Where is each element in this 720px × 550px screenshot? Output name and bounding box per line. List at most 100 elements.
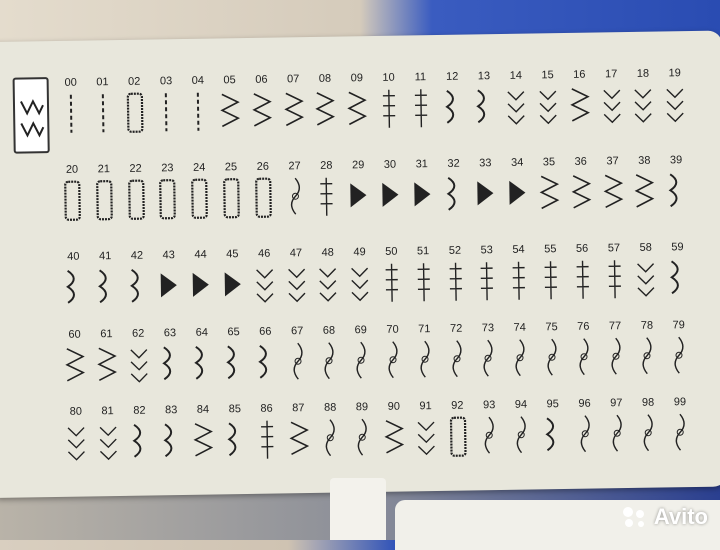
stitch-number-06: 06 — [255, 73, 268, 86]
stitch-number-88: 88 — [323, 401, 337, 414]
stitch-number-31: 31 — [415, 158, 428, 171]
stitch-number-81: 81 — [101, 405, 114, 418]
stitch-pattern-icon — [350, 415, 375, 461]
stitch-number-38: 38 — [638, 154, 651, 167]
stitch-pattern-icon — [409, 85, 434, 131]
stitch-number-05: 05 — [223, 74, 236, 87]
stitch-pattern-icon — [541, 412, 566, 458]
stitch-pattern-icon — [285, 339, 310, 385]
stitch-pattern-icon — [92, 177, 117, 223]
stitch-number-23: 23 — [161, 162, 174, 175]
stitch-number-93: 93 — [482, 399, 496, 412]
stitch-number-10: 10 — [382, 71, 395, 84]
stitch-number-25: 25 — [224, 161, 238, 174]
stitch-pattern-icon — [346, 173, 371, 219]
stitch-pattern-icon — [316, 261, 341, 307]
stitch-number-75: 75 — [545, 321, 558, 334]
stitch-pattern-icon — [631, 82, 656, 128]
stitch-pattern-icon — [218, 88, 243, 134]
stitch-pattern-icon — [666, 255, 691, 301]
stitch-number-11: 11 — [414, 71, 427, 84]
stitch-number-98: 98 — [641, 396, 655, 409]
stitch-number-01: 01 — [96, 76, 109, 89]
stitch-number-28: 28 — [320, 159, 333, 172]
stitch-number-12: 12 — [445, 70, 459, 83]
stitch-pattern-icon — [255, 417, 280, 463]
stitch-pattern-icon — [442, 172, 467, 218]
stitch-pattern-icon — [444, 337, 469, 383]
stitch-pattern-icon — [570, 257, 595, 303]
stitch-number-58: 58 — [639, 241, 652, 254]
stitch-pattern-icon — [313, 87, 338, 133]
stitch-number-71: 71 — [418, 323, 431, 336]
stitch-pattern-icon — [128, 419, 153, 465]
stitch-pattern-icon — [509, 413, 534, 459]
stitch-number-17: 17 — [604, 68, 618, 81]
stitch-pattern-icon — [440, 85, 465, 131]
stitch-number-66: 66 — [259, 325, 272, 338]
stitch-pattern-icon — [602, 256, 627, 302]
stitch-pattern-icon — [378, 173, 403, 219]
stitch-number-20: 20 — [65, 163, 79, 176]
stitch-number-76: 76 — [577, 320, 590, 333]
stitch-chart-card: 00 01 02 03 04 05 06 07 08 09 10 11 12 13 14 15 16 17 18 19… — [0, 30, 720, 498]
stitch-pattern-icon — [410, 172, 435, 218]
stitch-pattern-icon — [62, 265, 87, 311]
stitch-pattern-icon — [126, 342, 151, 388]
stitch-number-22: 22 — [129, 162, 142, 175]
stitch-pattern-icon — [251, 175, 276, 221]
stitch-number-59: 59 — [671, 241, 684, 254]
stitch-pattern-icon — [124, 177, 149, 223]
stitch-number-63: 63 — [163, 327, 177, 340]
stitch-pattern-icon — [507, 258, 532, 304]
stitch-number-44: 44 — [194, 248, 207, 261]
stitch-pattern-icon — [315, 174, 340, 220]
stitch-pattern-icon — [443, 259, 468, 305]
stitch-pattern-icon — [568, 83, 593, 129]
stitch-number-33: 33 — [479, 157, 492, 170]
stitch-pattern-icon — [475, 258, 500, 304]
stitch-number-95: 95 — [546, 398, 559, 411]
avito-logo-icon — [622, 507, 644, 527]
stitch-number-36: 36 — [574, 155, 587, 168]
stitch-pattern-icon — [540, 335, 565, 381]
stitch-pattern-icon — [187, 176, 212, 222]
stitch-pattern-icon — [281, 87, 306, 133]
stitch-pattern-icon — [317, 339, 342, 385]
stitch-number-79: 79 — [672, 319, 685, 332]
stitch-pattern-icon — [345, 86, 370, 132]
stitch-pattern-icon — [634, 256, 659, 302]
stitch-number-91: 91 — [419, 400, 432, 413]
stitch-pattern-icon — [349, 338, 374, 384]
stitch-pattern-icon — [318, 416, 343, 462]
stitch-number-85: 85 — [228, 403, 242, 416]
stitch-pattern-icon — [158, 341, 183, 387]
stitch-number-69: 69 — [354, 324, 367, 337]
stitch-number-27: 27 — [288, 160, 301, 173]
stitch-pattern-icon — [599, 82, 624, 128]
stitch-pattern-icon — [538, 257, 563, 303]
stitch-pattern-icon — [668, 410, 693, 456]
stitch-pattern-icon — [445, 414, 470, 460]
stitch-pattern-icon — [603, 334, 628, 380]
stitch-pattern-icon — [476, 336, 501, 382]
stitch-number-60: 60 — [68, 328, 81, 341]
stitch-pattern-icon — [93, 264, 118, 310]
stitch-pattern-icon — [571, 335, 596, 381]
stitch-number-96: 96 — [578, 397, 591, 410]
stitch-pattern-icon — [283, 174, 308, 220]
stitch-number-70: 70 — [386, 323, 399, 336]
stitch-pattern-icon — [504, 84, 529, 130]
stitch-number-00: 00 — [64, 76, 77, 89]
stitch-number-64: 64 — [195, 326, 208, 339]
stitch-number-52: 52 — [448, 244, 462, 257]
stitch-number-87: 87 — [292, 402, 305, 415]
stitch-number-51: 51 — [416, 245, 430, 258]
stitch-number-72: 72 — [449, 322, 463, 335]
watermark-text: Avito — [653, 504, 708, 529]
stitch-number-54: 54 — [512, 243, 525, 256]
stitch-number-13: 13 — [477, 70, 491, 83]
stitch-pattern-icon — [254, 340, 279, 386]
zigzag-stitch-icon — [12, 77, 50, 154]
stitch-number-65: 65 — [227, 326, 240, 339]
